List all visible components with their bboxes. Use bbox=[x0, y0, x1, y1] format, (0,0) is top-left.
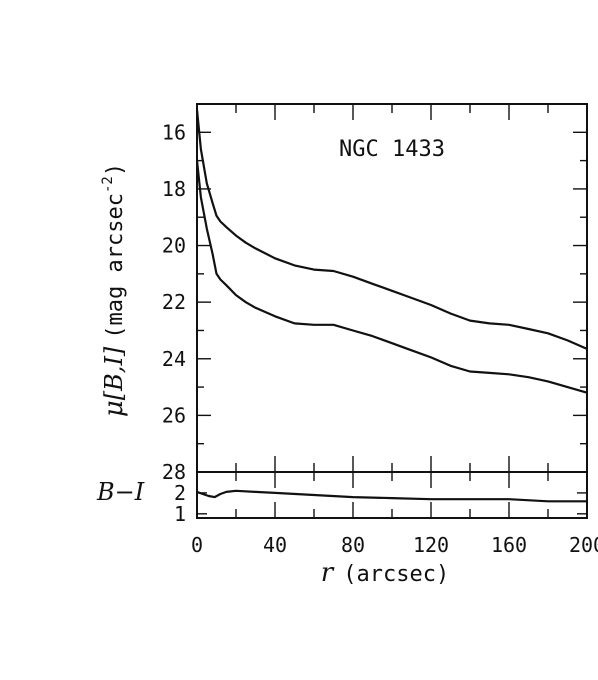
profile-curve-upper bbox=[195, 109, 588, 350]
y-tick-label-upper: 22 bbox=[162, 290, 186, 314]
y-tick-label-lower: 1 bbox=[174, 502, 186, 526]
axis-ticks bbox=[196, 103, 588, 518]
x-tick-label: 160 bbox=[491, 533, 527, 557]
y-tick-label-upper: 24 bbox=[162, 347, 186, 371]
x-tick-label: 40 bbox=[263, 533, 287, 557]
y-tick-label-upper: 16 bbox=[162, 120, 186, 144]
x-tick-label: 120 bbox=[413, 533, 449, 557]
xlabel-units: (arcsec) bbox=[343, 562, 449, 587]
lower-ylabel: B−I bbox=[96, 478, 145, 506]
chart-title: NGC 1433 bbox=[339, 137, 445, 162]
ylabel-bands: [B,I] bbox=[100, 346, 128, 400]
profile-curve-lower bbox=[195, 160, 588, 394]
tick-labels: 0 40 80 120 160 200 16 18 20 22 24 26 28 12 bbox=[162, 120, 598, 557]
ylabel-units: (mag arcsec bbox=[103, 193, 128, 339]
y-tick-label-upper: 20 bbox=[162, 234, 186, 258]
ylabel-symbol: μ bbox=[99, 400, 129, 417]
y-tick-label-lower: 2 bbox=[174, 481, 186, 505]
ylabel-units-exp: -2 bbox=[100, 176, 116, 193]
x-tick-label: 80 bbox=[341, 533, 365, 557]
x-tick-label: 0 bbox=[191, 533, 203, 557]
y-tick-label-upper: 18 bbox=[162, 177, 186, 201]
color-profile-curve bbox=[196, 489, 587, 503]
data-curves bbox=[195, 109, 588, 503]
xlabel: r (arcsec) bbox=[321, 558, 449, 588]
upper-ylabel: μ[B,I] (mag arcsec-2) bbox=[99, 163, 129, 417]
xlabel-symbol: r bbox=[321, 558, 335, 588]
y-tick-label-upper: 28 bbox=[162, 460, 186, 484]
svg-text:μ[B,I](mag arcsec-2): μ[B,I] (mag arcsec-2) bbox=[99, 163, 129, 417]
x-tick-label: 200 bbox=[569, 533, 598, 557]
ylabel-units-close: ) bbox=[103, 163, 128, 176]
y-tick-label-upper: 26 bbox=[162, 403, 186, 427]
